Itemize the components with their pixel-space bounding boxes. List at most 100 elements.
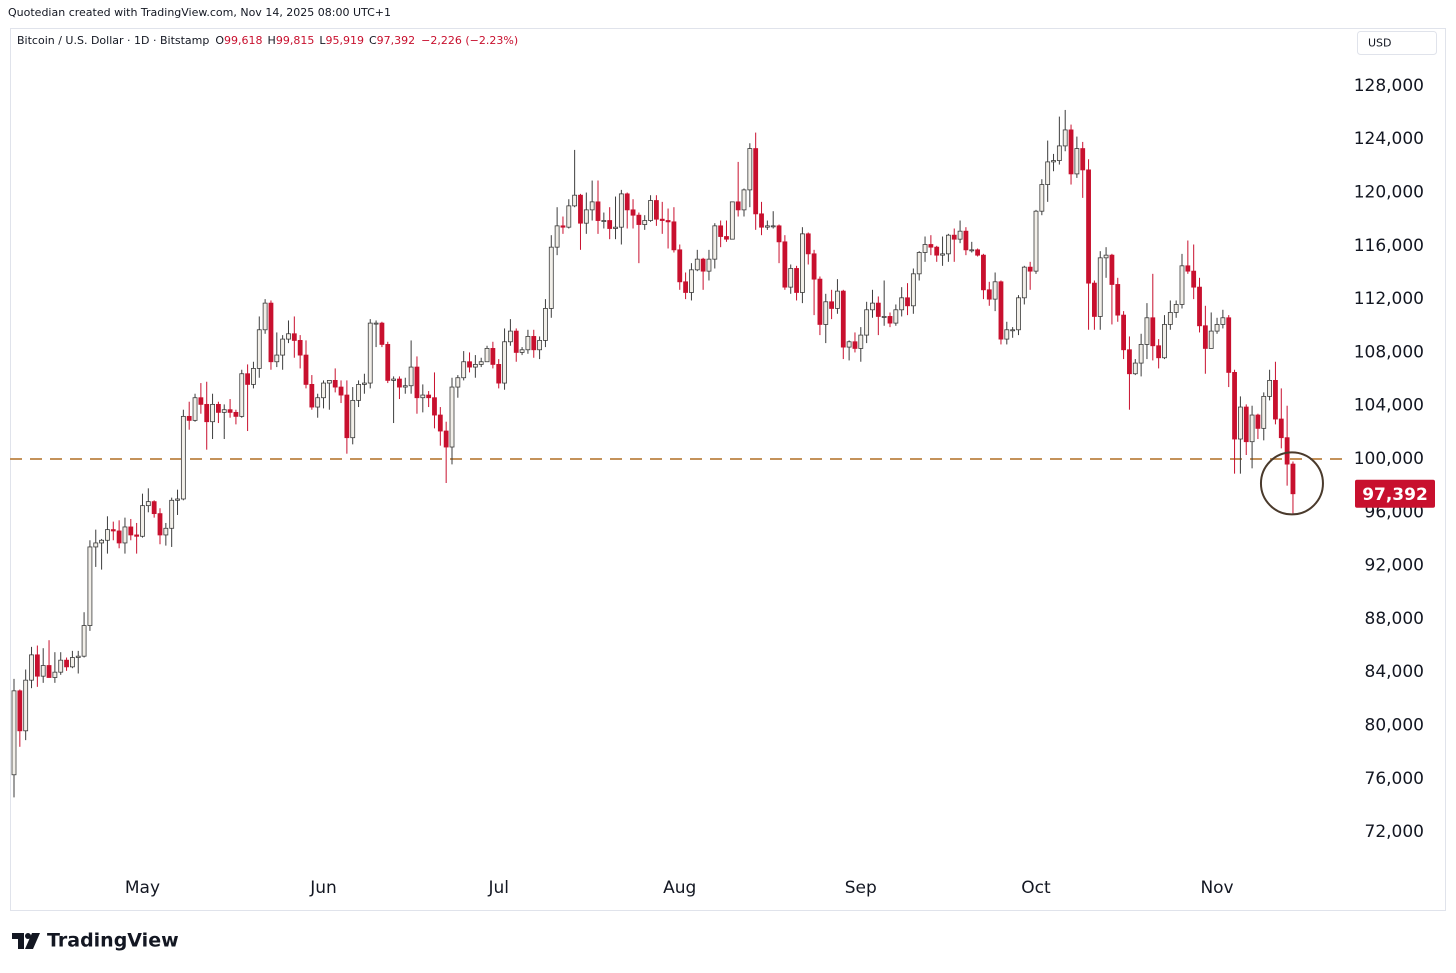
candle-body [747,148,753,191]
candle-body [34,654,40,677]
candle-body [870,302,875,311]
candle-body [1092,282,1097,317]
candle-body [1191,270,1197,288]
candle-body [204,403,210,423]
candle-body [110,529,116,532]
candle-body [1033,210,1039,272]
logo-mark [12,933,24,949]
candle-body [981,254,986,291]
candle-body [344,394,350,439]
candle-body [180,415,186,500]
candle-body [554,225,560,248]
candle-body [788,268,794,288]
candle-body [408,366,414,387]
candle-body [805,233,811,255]
y-tick-label: 108,000 [1354,342,1424,362]
candle-body [397,378,402,388]
chart-frame [10,28,1446,911]
candle-body [280,338,286,356]
x-tick-label: Aug [663,878,696,898]
credit: Quotedian created with TradingView.com, … [8,6,391,19]
candle-body [852,341,858,349]
candle-body [420,394,426,399]
currency-box [1357,31,1437,55]
candle-body [1197,286,1202,327]
candle-body [706,258,712,272]
candle-body [274,354,280,363]
logo-mark [25,933,31,939]
candle-body [361,382,367,385]
candle-body [262,302,268,331]
ohlc-value: 99,618 [224,34,263,47]
x-tick-label: Jul [487,878,509,898]
symbol: Bitcoin / U.S. Dollar · 1D · Bitstamp [17,34,209,47]
candle-body [478,361,484,365]
candle-body [157,513,163,536]
candle-body [1232,372,1237,440]
candle-body [29,654,34,681]
annotation-circle [1259,451,1324,516]
candle-body [887,316,893,324]
candle-body [712,225,718,260]
candle-body [694,258,700,271]
candle-body [846,341,852,348]
candle-body [537,340,542,351]
candle-body [648,200,653,221]
ohlc-value: 99,815 [276,34,315,47]
candle-body [105,529,110,541]
last-price-label: 97,392 [1362,485,1428,505]
candle-body [1121,314,1126,351]
candle-body [140,505,145,537]
candle-body [1109,254,1115,285]
candle-body [811,253,817,280]
candle-body [449,386,455,448]
candle-body [321,382,326,399]
candle-body [402,385,408,388]
candle-body [192,397,198,421]
candle-body [794,268,799,293]
candle-body [531,336,537,351]
candle-body [764,225,770,228]
candle-body [1132,362,1138,375]
candle-body [1167,312,1173,325]
plot-area [10,85,1352,833]
candle-body [934,246,940,256]
candle-body [1255,414,1261,429]
candle-body [286,333,291,340]
candle-body [782,241,788,288]
logo [12,933,40,949]
candle-body [1173,304,1179,313]
candle-body [484,348,490,363]
candle-body [221,409,227,413]
candle-body [595,201,601,221]
candle-body [951,234,957,240]
candle-body [829,301,834,309]
candle-body [607,220,613,229]
y-tick-label: 128,000 [1354,76,1424,96]
candle-body [169,499,175,529]
candle-body [543,308,548,341]
candle-body [677,249,683,283]
candle-body [1162,324,1167,359]
candle-body [426,394,432,399]
candle-body [817,278,823,325]
candle-body [1214,324,1220,332]
candle-body [963,230,969,251]
candle-body [776,225,782,243]
candle-body [210,403,215,423]
candle-body [46,665,52,678]
x-tick-label: Oct [1021,878,1051,898]
candle-body [800,233,805,293]
candle-body [636,214,642,225]
candle-body [519,349,525,353]
candle-body [1208,330,1214,349]
candle-body [1097,257,1103,317]
candle-body [940,253,945,256]
candle-body [1021,266,1027,299]
candle-body [1051,160,1056,163]
candle-body [134,534,140,537]
candle-body [40,665,46,677]
